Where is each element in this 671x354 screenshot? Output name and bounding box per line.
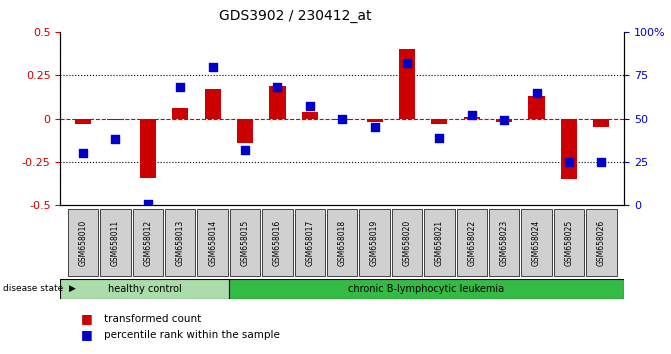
Text: ■: ■	[81, 328, 93, 341]
Bar	[140, 119, 156, 178]
Bar	[334, 119, 350, 120]
Bar	[586, 209, 617, 276]
Bar	[392, 209, 422, 276]
Bar	[593, 119, 609, 127]
Text: GSM658021: GSM658021	[435, 219, 444, 266]
Bar	[424, 209, 455, 276]
Point	[531, 90, 542, 96]
Bar	[431, 119, 448, 124]
Point	[240, 147, 250, 153]
Text: GDS3902 / 230412_at: GDS3902 / 230412_at	[219, 9, 372, 23]
Text: transformed count: transformed count	[104, 314, 201, 324]
Bar	[68, 209, 98, 276]
Point	[499, 118, 509, 123]
Bar	[521, 209, 552, 276]
Point	[596, 159, 607, 165]
Bar	[229, 279, 624, 299]
Point	[402, 60, 413, 66]
Bar	[456, 209, 487, 276]
Bar	[496, 119, 512, 122]
Point	[305, 104, 315, 109]
Point	[272, 85, 282, 90]
Text: GSM658026: GSM658026	[597, 219, 606, 266]
Text: GSM658018: GSM658018	[338, 219, 347, 266]
Point	[207, 64, 218, 69]
Bar	[360, 209, 390, 276]
Text: GSM658010: GSM658010	[79, 219, 87, 266]
Text: GSM658022: GSM658022	[467, 219, 476, 266]
Bar	[133, 209, 163, 276]
Bar	[327, 209, 358, 276]
Text: chronic B-lymphocytic leukemia: chronic B-lymphocytic leukemia	[348, 284, 505, 294]
Bar	[464, 117, 480, 119]
Text: GSM658015: GSM658015	[240, 219, 250, 266]
Point	[110, 137, 121, 142]
Text: GSM658025: GSM658025	[564, 219, 574, 266]
Bar	[197, 209, 228, 276]
Bar	[302, 112, 318, 119]
Bar	[165, 209, 195, 276]
Text: healthy control: healthy control	[108, 284, 181, 294]
Text: GSM658016: GSM658016	[273, 219, 282, 266]
Bar	[100, 209, 131, 276]
Text: GSM658014: GSM658014	[208, 219, 217, 266]
Bar	[295, 209, 325, 276]
Point	[466, 112, 477, 118]
Text: GSM658019: GSM658019	[370, 219, 379, 266]
Bar	[554, 209, 584, 276]
Bar	[75, 119, 91, 124]
Point	[434, 135, 445, 141]
Point	[142, 201, 153, 206]
Text: GSM658020: GSM658020	[403, 219, 411, 266]
Bar	[269, 86, 286, 119]
Text: GSM658011: GSM658011	[111, 219, 120, 266]
Text: disease state  ▶: disease state ▶	[3, 284, 76, 293]
Bar	[561, 119, 577, 179]
Bar	[262, 209, 293, 276]
Text: ■: ■	[81, 312, 93, 325]
Bar	[529, 96, 545, 119]
Text: GSM658017: GSM658017	[305, 219, 314, 266]
Bar	[205, 89, 221, 119]
Text: GSM658023: GSM658023	[500, 219, 509, 266]
Bar	[399, 49, 415, 119]
Text: GSM658012: GSM658012	[144, 219, 152, 266]
Point	[369, 125, 380, 130]
Bar	[366, 119, 382, 122]
Text: GSM658013: GSM658013	[176, 219, 185, 266]
Bar	[172, 108, 189, 119]
Bar	[237, 119, 253, 143]
Bar	[107, 119, 123, 120]
Text: GSM658024: GSM658024	[532, 219, 541, 266]
Bar	[229, 209, 260, 276]
Text: percentile rank within the sample: percentile rank within the sample	[104, 330, 280, 339]
Point	[78, 150, 89, 156]
Point	[564, 159, 574, 165]
Bar	[489, 209, 519, 276]
Bar	[60, 279, 229, 299]
Point	[337, 116, 348, 121]
Point	[175, 85, 186, 90]
